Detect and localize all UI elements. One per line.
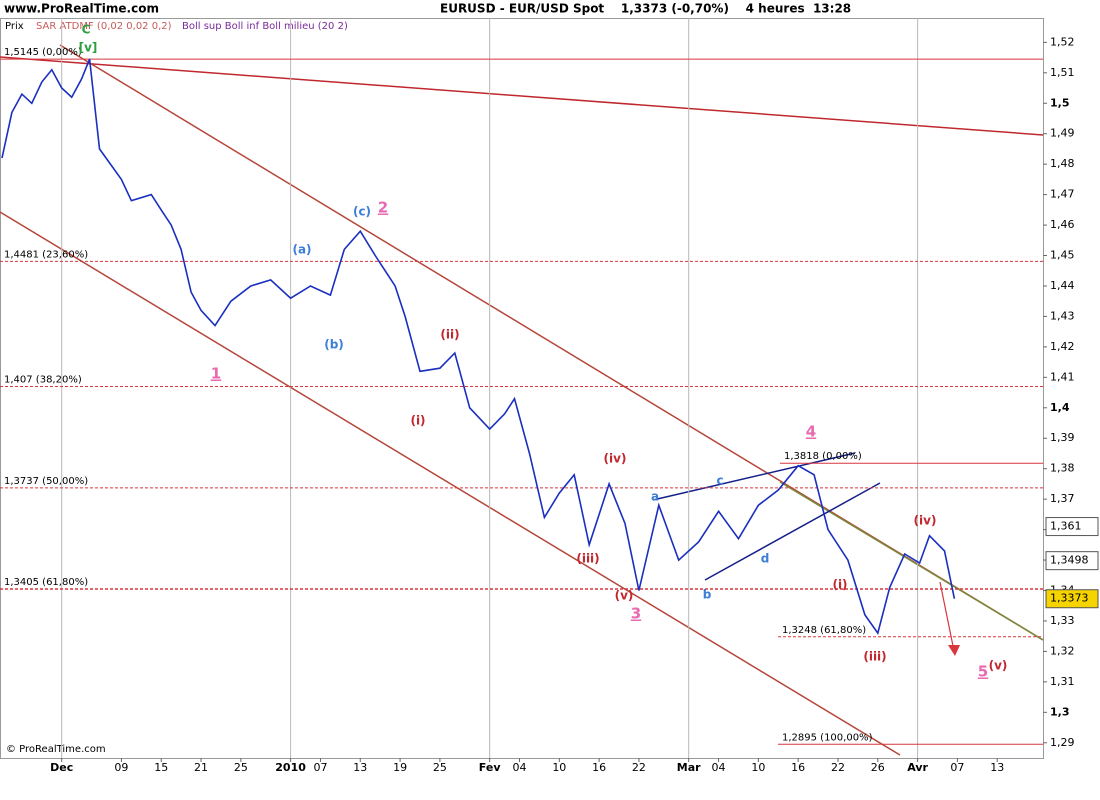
arrow-shaft [939, 581, 954, 647]
site-name: www.ProRealTime.com [4, 2, 159, 16]
price-marker-label: 1,3498 [1050, 554, 1089, 567]
y-tick-label: 1,32 [1050, 644, 1075, 657]
wave-label: (i) [410, 414, 425, 428]
x-tick-label: 2010 [275, 761, 306, 774]
wave-label: (iv) [604, 452, 627, 466]
x-tick-label: 09 [114, 761, 128, 774]
price-line [1, 58, 956, 635]
x-tick-label: 07 [950, 761, 964, 774]
y-tick-label: 1,31 [1050, 675, 1075, 688]
y-tick-label: 1,48 [1050, 157, 1075, 170]
wave-label: (b) [324, 338, 344, 352]
y-tick-label: 1,41 [1050, 370, 1075, 383]
x-tick-label: 10 [751, 761, 765, 774]
y-tick-label: 1,45 [1050, 249, 1075, 262]
price-marker [1045, 551, 1099, 571]
wave-label: (v) [989, 659, 1008, 673]
x-tick-label: Fev [479, 761, 502, 774]
wave-label: 2 [378, 199, 388, 217]
y-tick-label: 1,43 [1050, 309, 1075, 322]
triangle-upper [652, 452, 856, 501]
y-tick-label: 1,4 [1050, 401, 1070, 414]
x-tick-label: 16 [791, 761, 805, 774]
y-tick-label: 1,51 [1050, 66, 1075, 79]
x-tick-label: 04 [712, 761, 726, 774]
copyright: © ProRealTime.com [6, 744, 106, 755]
wave-label: c [716, 474, 723, 488]
wave-label: 5 [978, 663, 988, 681]
wave-label: [v] [79, 41, 98, 55]
y-tick-label: 1,52 [1050, 35, 1075, 48]
price-marker-label: 1,361 [1050, 520, 1082, 533]
y-tick-label: 1,42 [1050, 340, 1075, 353]
x-tick-label: 26 [871, 761, 885, 774]
wave-label: (c) [353, 205, 371, 219]
triangle-lower [704, 482, 881, 581]
wave-label: (v) [615, 589, 634, 603]
y-tick-label: 1,37 [1050, 492, 1075, 505]
plot-area [0, 18, 1044, 759]
x-tick-label: 22 [632, 761, 646, 774]
level-label: 1,3405 (61,80%) [4, 577, 88, 588]
channel-lower [0, 211, 901, 756]
y-tick-label: 1,3 [1050, 705, 1070, 718]
level-label: 1,5145 (0,00%) [4, 47, 82, 58]
x-tick-label: 10 [552, 761, 566, 774]
x-tick-label: 25 [234, 761, 248, 774]
y-tick-label: 1,49 [1050, 127, 1075, 140]
level-label: 1,3248 (61,80%) [782, 625, 866, 636]
level-label: 1,407 (38,20%) [4, 374, 82, 385]
x-tick-label: 13 [990, 761, 1004, 774]
x-tick-label: 22 [831, 761, 845, 774]
level-label: 1,4481 (23,60%) [4, 249, 88, 260]
trend-line-green [779, 481, 1044, 641]
wave-label: (i) [832, 578, 847, 592]
x-tick-label: 07 [313, 761, 327, 774]
x-tick-label: 15 [154, 761, 168, 774]
wave-label: (iv) [914, 514, 937, 528]
x-tick-label: Mar [677, 761, 701, 774]
x-tick-label: 13 [353, 761, 367, 774]
x-tick-label: Avr [907, 761, 928, 774]
x-tick-label: 21 [194, 761, 208, 774]
level-label: 1,3737 (50,00%) [4, 476, 88, 487]
chart-title: EURUSD - EUR/USD Spot 1,3373 (-0,70%) 4 … [440, 2, 851, 16]
y-tick-label: 1,5 [1050, 96, 1070, 109]
indicator-boll: Boll sup Boll inf Boll milieu (20 2) [182, 21, 348, 32]
wave-label: (a) [292, 243, 311, 257]
trend-line [0, 56, 1044, 136]
y-tick-label: 1,46 [1050, 218, 1075, 231]
legend-entry: Prix [5, 21, 24, 32]
price-marker [1045, 589, 1099, 609]
x-tick-label: 19 [393, 761, 407, 774]
price-marker [1045, 517, 1099, 537]
y-tick-label: 1,33 [1050, 614, 1075, 627]
x-tick-label: 04 [513, 761, 527, 774]
indicator-sar: SAR ATDMF (0,02 0,02 0,2) [36, 21, 172, 32]
level-label: 1,3818 (0,00%) [784, 451, 862, 462]
wave-label: (ii) [440, 328, 459, 342]
wave-label: b [703, 588, 712, 602]
wave-label: a [651, 490, 659, 504]
y-tick-label: 1,29 [1050, 736, 1075, 749]
wave-label: C [82, 23, 91, 37]
y-tick-label: 1,38 [1050, 462, 1075, 475]
price-marker-label: 1,3373 [1050, 592, 1089, 605]
y-tick-label: 1,44 [1050, 279, 1075, 292]
y-tick-label: 1,47 [1050, 188, 1075, 201]
x-tick-label: Dec [50, 761, 73, 774]
wave-label: d [761, 552, 770, 566]
wave-label: (iii) [863, 650, 886, 664]
arrow-head [948, 645, 960, 656]
wave-label: 4 [806, 423, 816, 441]
wave-label: 1 [211, 365, 221, 383]
x-tick-label: 25 [433, 761, 447, 774]
y-tick-label: 1,39 [1050, 431, 1075, 444]
x-tick-label: 16 [592, 761, 606, 774]
wave-label: (iii) [576, 552, 599, 566]
level-label: 1,2895 (100,00%) [782, 732, 873, 743]
wave-label: 3 [631, 605, 641, 623]
